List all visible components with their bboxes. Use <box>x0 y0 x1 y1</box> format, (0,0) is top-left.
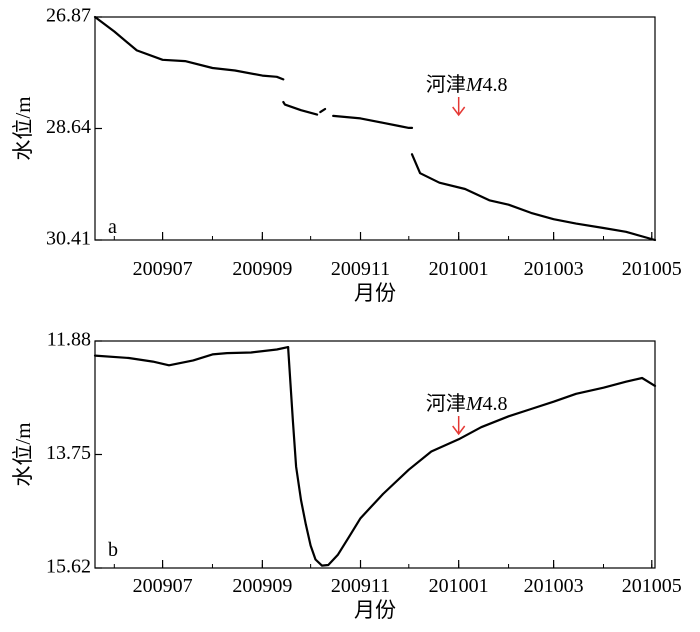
y-tick-label: 15.62 <box>46 556 91 578</box>
plot-frame <box>94 16 656 241</box>
y-axis-title: 水位/m <box>11 422 35 486</box>
y-tick-label: 11.88 <box>47 329 91 351</box>
series-line-segment <box>332 114 414 130</box>
plot-frame <box>94 340 656 569</box>
earthquake-annotation-label: 河津M4.8 <box>426 392 508 415</box>
series-line-segment <box>287 346 657 567</box>
panel-letter: a <box>108 216 117 238</box>
x-tick-label: 200907 <box>133 258 193 280</box>
y-tick-label: 13.75 <box>46 442 91 464</box>
x-tick-label: 201005 <box>622 575 682 597</box>
x-tick-label: 200911 <box>331 258 390 280</box>
x-tick-label: 201003 <box>524 575 584 597</box>
earthquake-arrow-head <box>452 106 466 117</box>
x-tick-label: 201001 <box>429 575 489 597</box>
earthquake-annotation-label: 河津M4.8 <box>426 73 508 96</box>
y-tick-label: 26.87 <box>46 5 91 27</box>
x-axis-title: 月份 <box>354 598 396 622</box>
series-line-segment <box>319 107 327 114</box>
y-tick-label: 30.41 <box>46 228 91 250</box>
series-line-segment <box>93 15 285 81</box>
x-tick-label: 200907 <box>133 575 193 597</box>
x-tick-label: 200911 <box>331 575 390 597</box>
x-tick-label: 200909 <box>232 575 292 597</box>
y-axis-title: 水位/m <box>11 96 35 160</box>
x-axis-title: 月份 <box>354 281 396 305</box>
series-line-segment <box>93 346 290 367</box>
series-line-segment <box>282 100 319 116</box>
x-tick-label: 200909 <box>232 258 292 280</box>
y-tick-label: 28.64 <box>46 116 91 138</box>
x-tick-label: 201003 <box>524 258 584 280</box>
earthquake-arrow-head <box>452 425 466 436</box>
x-tick-label: 201001 <box>429 258 489 280</box>
x-tick-label: 201005 <box>622 258 682 280</box>
chart-panel-b: 11.88 13.75 15.62 200907 200909 200911 201001 2… <box>11 329 682 622</box>
chart-panel-a: 26.87 28.64 30.41 200907 200909 200911 201001 2… <box>11 5 682 305</box>
series-line-segment <box>410 153 657 242</box>
panel-letter: b <box>108 539 118 561</box>
